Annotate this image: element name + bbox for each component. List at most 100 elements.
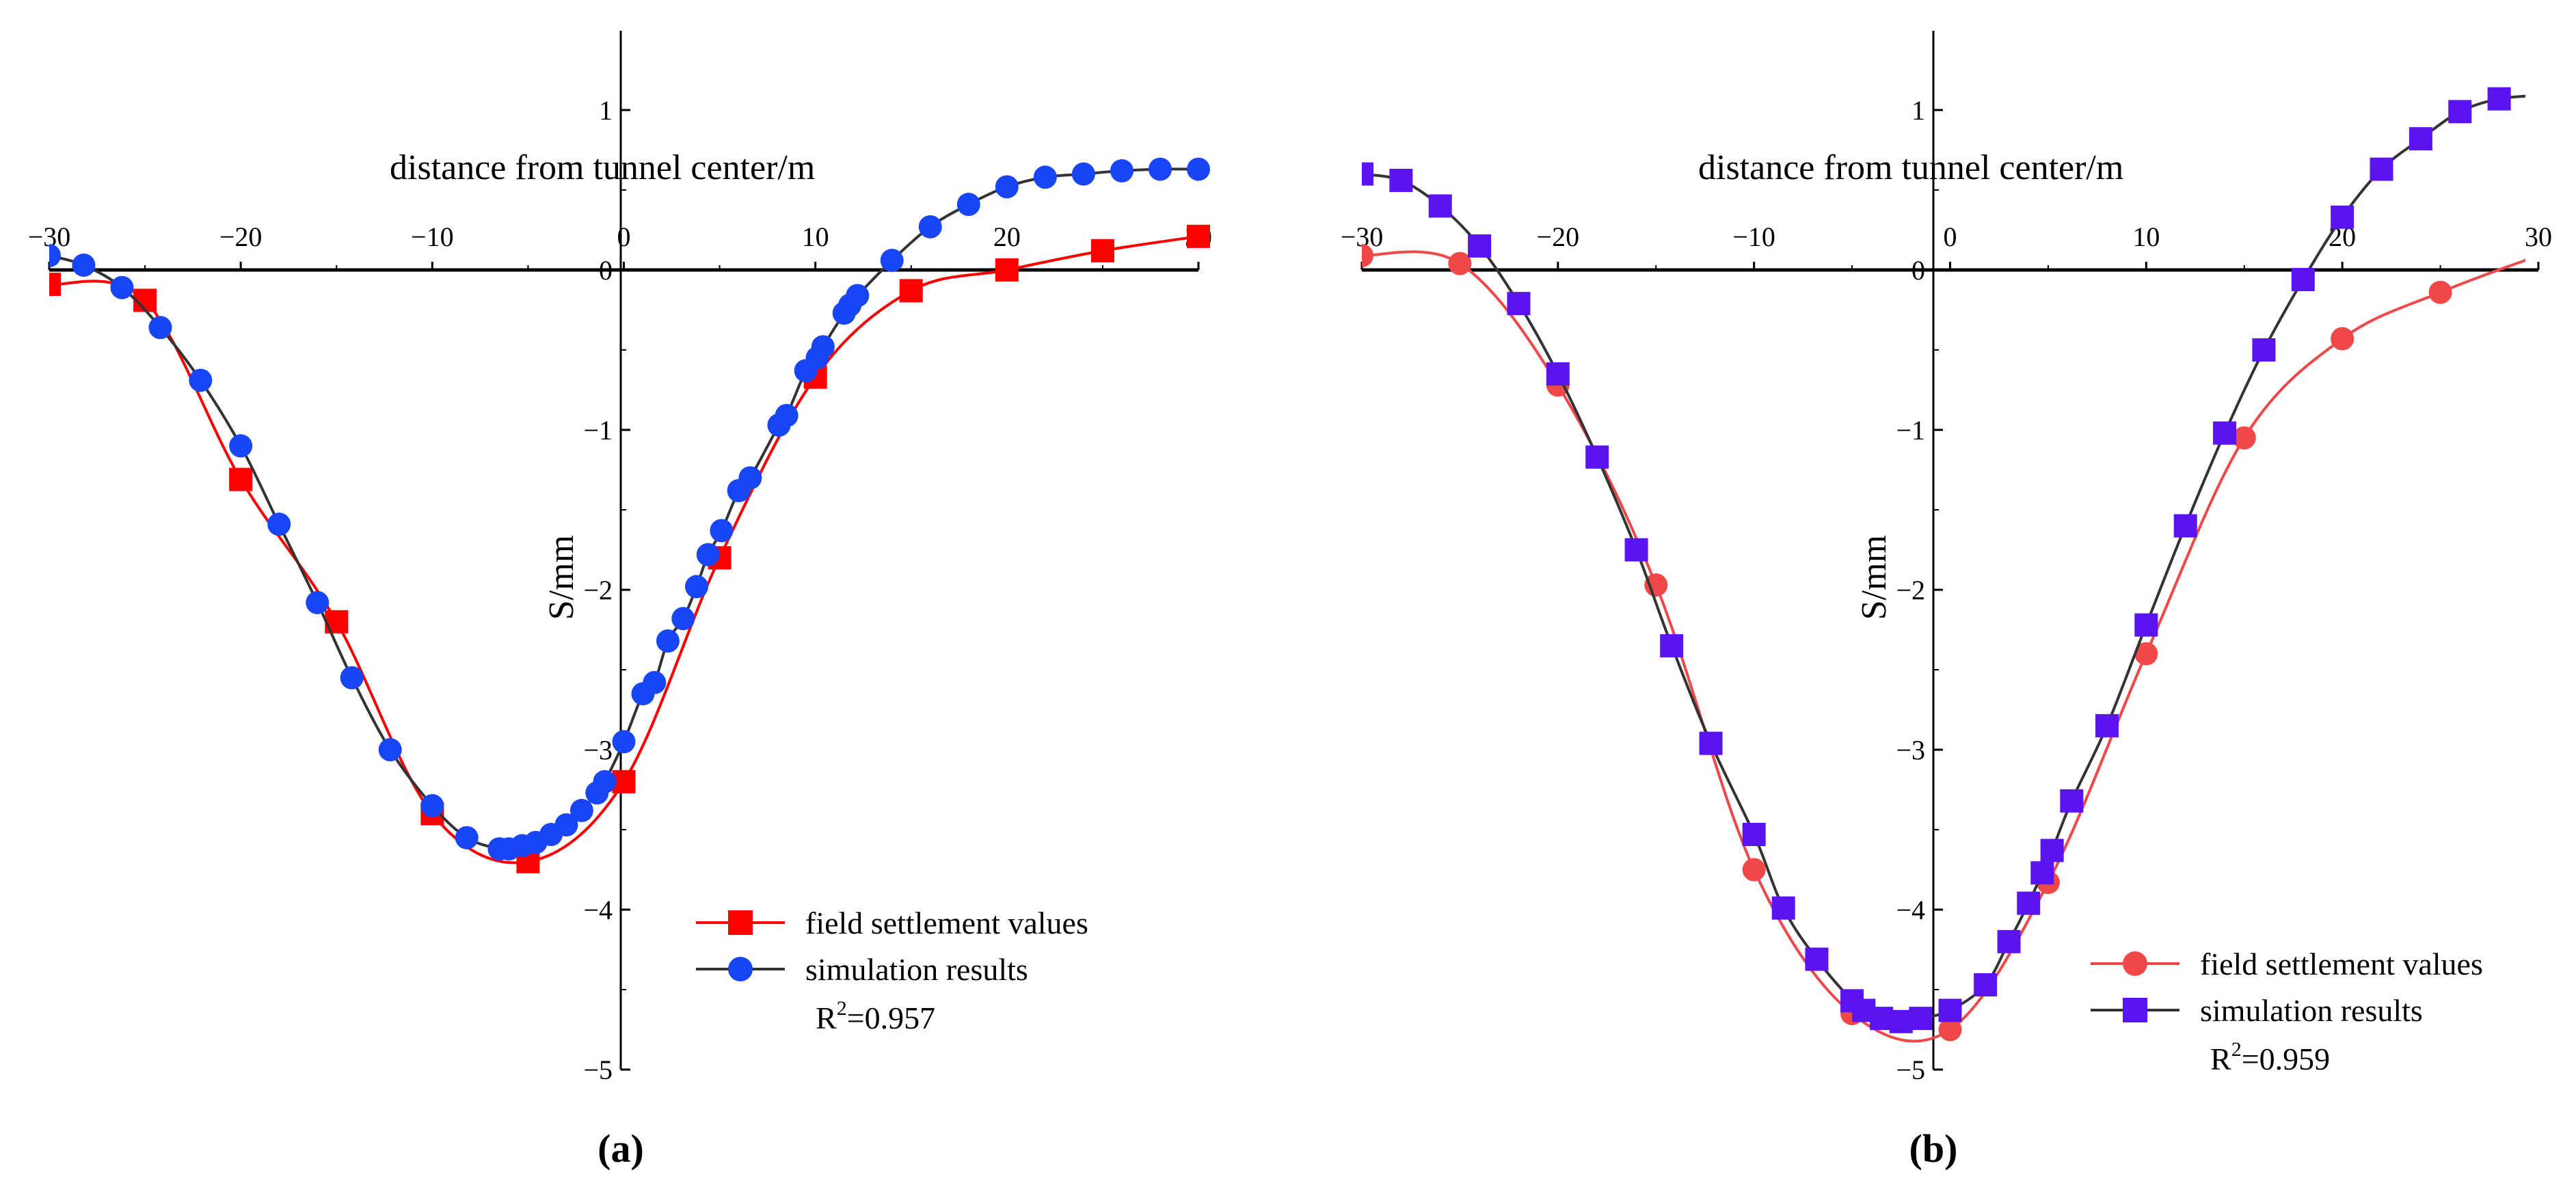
data-point xyxy=(1362,243,1373,267)
data-point xyxy=(2060,789,2084,813)
data-point xyxy=(1187,157,1210,181)
series-group xyxy=(49,157,1210,873)
data-point xyxy=(738,466,762,490)
data-point xyxy=(2527,84,2550,107)
series-line xyxy=(49,234,1199,865)
x-tick-label: 0 xyxy=(1944,221,1957,252)
data-point xyxy=(995,175,1019,199)
data-point xyxy=(643,670,667,694)
data-point xyxy=(1148,157,1172,181)
y-axis-label: S/mm xyxy=(1855,535,1894,620)
data-point xyxy=(671,607,695,631)
data-point xyxy=(1033,165,1057,189)
y-tick-label: 0 xyxy=(599,255,613,286)
legend-label-field: field settlement values xyxy=(805,906,1088,940)
x-tick-label: −20 xyxy=(1537,221,1580,252)
data-point xyxy=(229,434,253,458)
x-axis-label: distance from tunnel center/m xyxy=(390,148,815,187)
data-point xyxy=(656,629,680,653)
data-point xyxy=(554,813,578,837)
data-point xyxy=(2017,891,2041,915)
data-point xyxy=(2409,127,2432,151)
y-tick-label: −2 xyxy=(1896,575,1925,606)
data-point xyxy=(1187,224,1210,248)
data-point xyxy=(1507,292,1531,316)
data-point xyxy=(378,738,402,761)
data-point xyxy=(340,666,364,690)
legend-marker-field xyxy=(2123,951,2147,976)
data-point xyxy=(1110,159,1133,182)
data-point xyxy=(2370,157,2393,181)
series-group xyxy=(1362,84,2550,1043)
data-point xyxy=(2331,205,2354,229)
legend-marker-field xyxy=(728,910,753,935)
data-point xyxy=(2331,327,2354,351)
data-point xyxy=(1742,823,1766,847)
legend-marker-simulation xyxy=(728,957,753,981)
data-point xyxy=(1889,1009,1913,1033)
data-point xyxy=(593,770,617,793)
y-tick-label: 0 xyxy=(1911,255,1925,286)
panel-caption: (b) xyxy=(1909,1126,1958,1171)
data-point xyxy=(1090,239,1114,262)
data-point xyxy=(1428,194,1452,218)
data-point xyxy=(1997,929,2021,953)
data-point xyxy=(1585,445,1609,469)
y-tick-label: −1 xyxy=(583,415,613,446)
data-point xyxy=(918,215,942,239)
data-point xyxy=(1362,162,1373,186)
data-point xyxy=(1468,234,1492,258)
x-tick-label: −10 xyxy=(1732,221,1775,252)
data-point xyxy=(2448,100,2472,124)
data-point xyxy=(2428,280,2452,304)
data-point xyxy=(1909,1007,1933,1031)
data-point xyxy=(2134,642,2158,666)
data-point xyxy=(1660,634,1684,657)
data-point xyxy=(956,193,980,217)
data-point xyxy=(2030,861,2054,885)
data-point xyxy=(1870,1007,1894,1031)
data-point xyxy=(1624,538,1648,562)
data-point xyxy=(612,730,636,754)
y-tick-label: −3 xyxy=(583,735,613,765)
x-tick-label: 0 xyxy=(617,221,631,252)
data-point xyxy=(189,368,213,392)
data-point xyxy=(2487,87,2511,111)
legend-label-simulation: simulation results xyxy=(805,952,1028,987)
legend-label-simulation: simulation results xyxy=(2200,993,2423,1028)
data-point xyxy=(49,243,61,267)
data-point xyxy=(684,575,708,599)
y-tick-label: −3 xyxy=(1896,735,1925,765)
data-point xyxy=(2291,268,2315,292)
y-tick-label: 1 xyxy=(599,95,613,126)
data-point xyxy=(1938,1018,1962,1042)
data-point xyxy=(2252,338,2276,362)
x-tick-label: −20 xyxy=(219,221,263,252)
data-point xyxy=(1938,998,1962,1022)
y-tick-label: −2 xyxy=(583,575,613,606)
r-squared-annotation: R2=0.957 xyxy=(816,997,935,1035)
y-ticks: −5 −4 −3 −2 −1 0 1 xyxy=(1896,95,1943,1085)
x-axis-label: distance from tunnel center/m xyxy=(1698,148,2123,187)
data-point xyxy=(1448,252,1472,275)
data-point xyxy=(1974,973,1998,996)
legend-marker-simulation xyxy=(2123,998,2147,1022)
data-point xyxy=(420,793,444,817)
data-point xyxy=(148,316,172,340)
data-point xyxy=(775,403,799,427)
y-tick-label: −5 xyxy=(1896,1055,1925,1085)
data-point xyxy=(710,519,734,543)
series-line xyxy=(1362,250,2525,1043)
data-point xyxy=(49,273,61,297)
data-point xyxy=(1071,162,1095,186)
data-point xyxy=(1742,858,1766,882)
data-point xyxy=(110,275,134,299)
y-ticks: −5 −4 −3 −2 −1 0 1 xyxy=(583,95,630,1085)
y-tick-label: 1 xyxy=(1911,95,1925,126)
data-point xyxy=(455,826,479,850)
y-tick-label: −4 xyxy=(1896,895,1925,925)
data-point xyxy=(2040,839,2064,862)
